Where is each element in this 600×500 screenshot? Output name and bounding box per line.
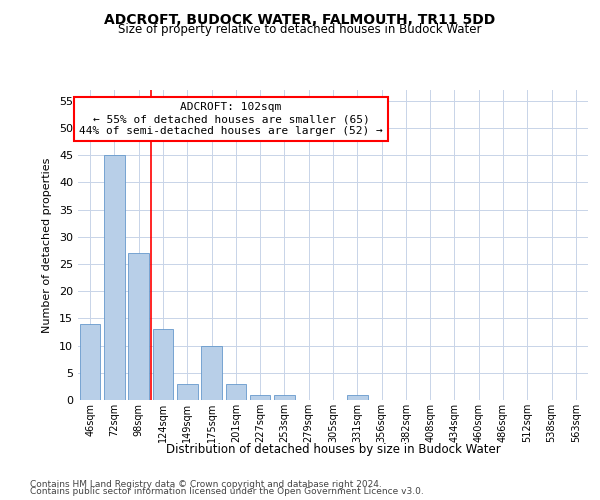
Text: Distribution of detached houses by size in Budock Water: Distribution of detached houses by size … xyxy=(166,442,500,456)
Bar xyxy=(177,384,197,400)
Bar xyxy=(347,394,368,400)
Bar xyxy=(226,384,246,400)
Text: ADCROFT: 102sqm
← 55% of detached houses are smaller (65)
44% of semi-detached h: ADCROFT: 102sqm ← 55% of detached houses… xyxy=(79,102,383,136)
Y-axis label: Number of detached properties: Number of detached properties xyxy=(42,158,52,332)
Bar xyxy=(128,253,149,400)
Text: Size of property relative to detached houses in Budock Water: Size of property relative to detached ho… xyxy=(118,22,482,36)
Bar xyxy=(250,394,271,400)
Bar xyxy=(274,394,295,400)
Text: Contains public sector information licensed under the Open Government Licence v3: Contains public sector information licen… xyxy=(30,488,424,496)
Bar xyxy=(80,324,100,400)
Bar xyxy=(152,330,173,400)
Bar xyxy=(104,156,125,400)
Text: Contains HM Land Registry data © Crown copyright and database right 2024.: Contains HM Land Registry data © Crown c… xyxy=(30,480,382,489)
Text: ADCROFT, BUDOCK WATER, FALMOUTH, TR11 5DD: ADCROFT, BUDOCK WATER, FALMOUTH, TR11 5D… xyxy=(104,12,496,26)
Bar xyxy=(201,346,222,400)
